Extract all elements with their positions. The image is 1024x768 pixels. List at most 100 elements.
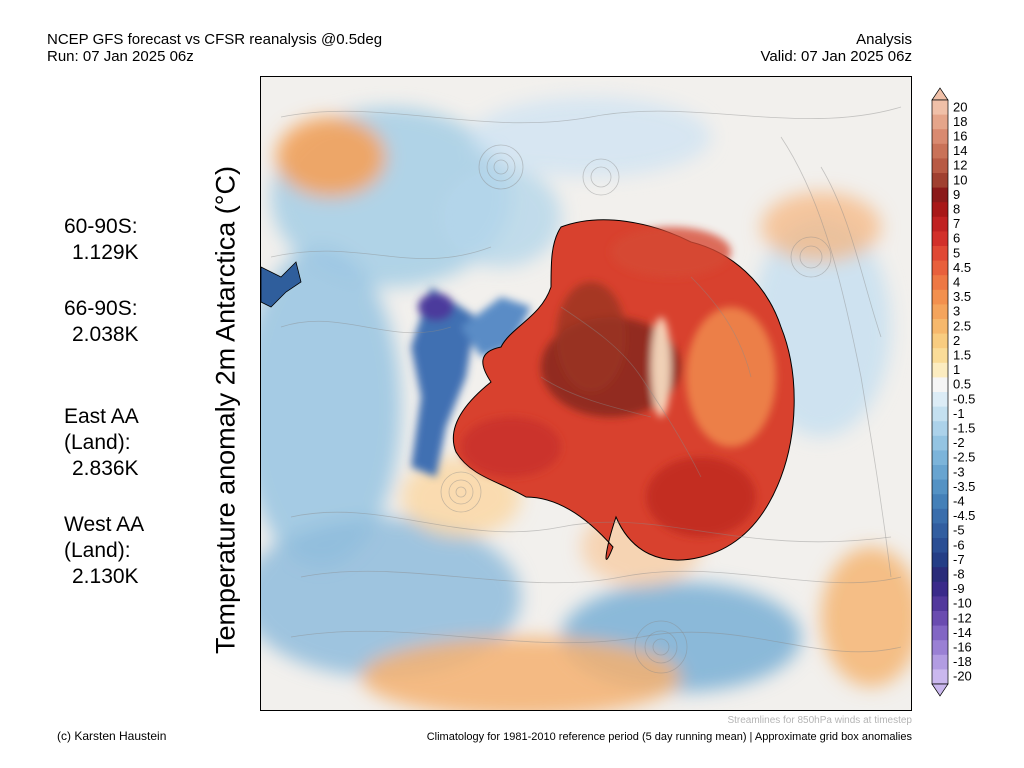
legend-swatch: [932, 654, 948, 670]
copyright: (c) Karsten Haustein: [57, 729, 167, 743]
legend-tick-label: -18: [953, 654, 972, 669]
run-time: Run: 07 Jan 2025 06z: [47, 48, 194, 65]
legend-arrow-top: [931, 87, 949, 101]
legend-swatch: [932, 202, 948, 218]
legend-swatch: [932, 552, 948, 568]
legend-tick-label: 20: [953, 99, 967, 114]
legend-tick-label: 4.5: [953, 260, 971, 275]
legend-swatch: [932, 216, 948, 232]
legend-swatch: [932, 435, 948, 451]
legend-tick-label: -7: [953, 552, 965, 567]
legend-swatch: [932, 129, 948, 145]
legend-swatch: [932, 581, 948, 597]
legend-swatch: [932, 377, 948, 393]
legend-tick-label: 14: [953, 143, 967, 158]
stat-60-90s: 60-90S: 1.129K: [64, 214, 139, 266]
legend-tick-label: 3: [953, 304, 960, 319]
legend-swatch: [932, 508, 948, 524]
legend-tick-label: 1.5: [953, 348, 971, 363]
legend-swatch: [932, 450, 948, 466]
legend-tick-label: -16: [953, 640, 972, 655]
anomaly-map-graphic: [261, 77, 911, 710]
legend-swatch: [932, 494, 948, 510]
legend-tick-label: 18: [953, 114, 967, 129]
antarctica-landmass: [452, 219, 795, 561]
map-title-text: Temperature anomaly 2m Antarctica (°C): [210, 166, 241, 654]
legend-swatch: [932, 333, 948, 349]
legend-swatch: [932, 640, 948, 656]
legend-tick-label: 3.5: [953, 289, 971, 304]
legend-swatch: [932, 669, 948, 685]
legend-tick-label: -4: [953, 494, 965, 509]
legend-swatch: [932, 465, 948, 480]
legend-tick-label: -10: [953, 596, 972, 611]
stat-west-aa: West AA (Land): 2.130K: [64, 486, 144, 616]
legend-tick-label: 16: [953, 129, 967, 144]
legend-swatch: [932, 362, 948, 378]
stat-label: East AA (Land):: [64, 405, 139, 454]
stat-east-aa: East AA (Land): 2.836K: [64, 378, 139, 508]
legend-tick-label: -3.5: [953, 479, 975, 494]
legend-swatch: [932, 143, 948, 159]
legend-tick-label: 12: [953, 158, 967, 173]
streamlines-note: Streamlines for 850hPa winds at timestep: [727, 715, 912, 726]
legend-tick-label: -1.5: [953, 421, 975, 436]
legend-swatch: [932, 304, 948, 320]
legend-swatch: [932, 523, 948, 539]
legend-tick-label: 10: [953, 172, 967, 187]
legend-tick-label: -0.5: [953, 391, 975, 406]
legend-swatch: [932, 567, 948, 583]
legend-tick-label: 2: [953, 333, 960, 348]
legend-swatch: [932, 625, 948, 641]
stat-label: 66-90S:: [64, 297, 138, 320]
stat-value: 2.836K: [72, 457, 139, 480]
legend-tick-label: -4.5: [953, 508, 975, 523]
wind-streamlines: [270, 106, 902, 674]
stat-label: West AA (Land):: [64, 513, 145, 562]
climatology-note: Climatology for 1981-2010 reference peri…: [426, 731, 912, 743]
stat-label: 60-90S:: [64, 215, 138, 238]
legend-swatch: [932, 187, 948, 203]
legend-swatch: [932, 231, 948, 247]
legend-swatch: [932, 406, 948, 422]
legend-swatch: [932, 114, 948, 130]
legend-tick-label: -9: [953, 581, 965, 596]
legend-tick-label: -14: [953, 625, 972, 640]
legend-swatch: [932, 260, 948, 276]
legend-swatch: [932, 421, 948, 437]
legend-tick-label: -2.5: [953, 450, 975, 465]
legend-tick-label: -3: [953, 464, 965, 479]
color-legend: 20 18 16 14 12 10 9 8 7 6 5 4.5 4 3.5 3 2.5 2 1.5 1 0.5 -0.5…: [930, 86, 1020, 698]
legend-swatch: [932, 611, 948, 626]
legend-swatch: [932, 538, 948, 553]
legend-tick-label: -12: [953, 610, 972, 625]
legend-tick-label: -8: [953, 567, 965, 582]
legend-swatch: [932, 246, 948, 261]
legend-swatch: [932, 158, 948, 174]
model-title: NCEP GFS forecast vs CFSR reanalysis @0.…: [47, 31, 383, 48]
legend-tick-label: -5: [953, 523, 965, 538]
legend-swatch: [932, 392, 948, 407]
legend-arrow-bottom: [931, 683, 949, 697]
legend-swatch: [932, 173, 948, 188]
legend-tick-label: 5: [953, 245, 960, 260]
legend-swatch: [932, 596, 948, 612]
legend-tick-label: 6: [953, 231, 960, 246]
south-america-tip: [261, 261, 302, 308]
legend-tick-label: 8: [953, 202, 960, 217]
legend-swatch: [932, 319, 948, 334]
valid-time: Valid: 07 Jan 2025 06z: [760, 48, 912, 65]
legend-swatch: [932, 348, 948, 364]
legend-tick-label: -1: [953, 406, 965, 421]
legend-tick-label: 9: [953, 187, 960, 202]
legend-tick-label: 0.5: [953, 377, 971, 392]
legend-swatch: [932, 479, 948, 495]
legend-tick-label: -6: [953, 537, 965, 552]
legend-tick-label: 4: [953, 275, 960, 290]
legend-tick-label: 1: [953, 362, 960, 377]
stat-66-90s: 66-90S: 2.038K: [64, 296, 139, 348]
legend-graphic: 201816141210987654.543.532.521.510.5-0.5…: [931, 87, 975, 697]
legend-tick-label: 2.5: [953, 318, 971, 333]
stat-value: 2.038K: [72, 323, 139, 346]
legend-swatch: [932, 100, 948, 115]
